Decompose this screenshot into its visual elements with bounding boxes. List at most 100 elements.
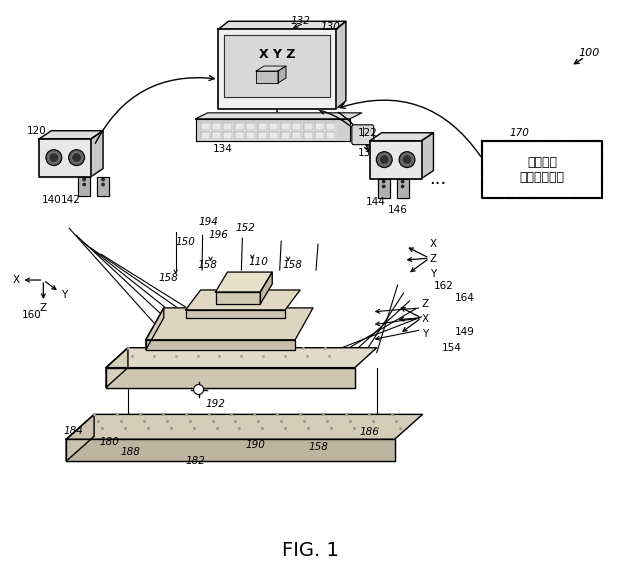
Circle shape [102, 178, 104, 181]
Text: 164: 164 [454, 293, 474, 303]
Text: Z: Z [430, 254, 437, 264]
Circle shape [401, 185, 404, 188]
Text: 132: 132 [290, 16, 310, 26]
Circle shape [72, 153, 81, 162]
Polygon shape [212, 132, 221, 139]
Text: 188: 188 [121, 447, 141, 457]
Polygon shape [146, 340, 295, 350]
Circle shape [46, 150, 62, 165]
Text: Y: Y [430, 269, 436, 279]
Polygon shape [397, 179, 408, 199]
Polygon shape [370, 141, 422, 179]
FancyBboxPatch shape [352, 125, 374, 145]
Polygon shape [186, 310, 285, 318]
Text: 152: 152 [236, 223, 255, 233]
Polygon shape [303, 132, 312, 139]
Text: 170: 170 [509, 128, 529, 138]
Text: X Y Z: X Y Z [259, 48, 296, 62]
Polygon shape [216, 292, 260, 304]
Text: 120: 120 [26, 126, 46, 136]
Polygon shape [97, 176, 109, 196]
Circle shape [376, 151, 392, 168]
Polygon shape [106, 348, 377, 367]
Polygon shape [370, 132, 433, 141]
Text: 122: 122 [358, 128, 378, 138]
Polygon shape [292, 123, 301, 130]
Text: 136: 136 [358, 147, 378, 158]
Polygon shape [39, 139, 91, 176]
Text: Z: Z [422, 299, 429, 309]
Text: 162: 162 [433, 281, 453, 291]
Circle shape [402, 154, 412, 165]
Polygon shape [66, 414, 94, 461]
Polygon shape [223, 123, 232, 130]
Polygon shape [66, 439, 395, 461]
Polygon shape [269, 123, 278, 130]
Polygon shape [258, 132, 267, 139]
Text: Z: Z [40, 303, 47, 313]
Polygon shape [315, 123, 324, 130]
Polygon shape [39, 131, 103, 139]
Text: 196: 196 [209, 230, 228, 240]
Text: 134: 134 [212, 143, 232, 154]
Text: 154: 154 [442, 343, 461, 353]
Text: 158: 158 [282, 260, 302, 270]
Text: 184: 184 [63, 426, 83, 436]
Text: 158: 158 [159, 273, 179, 283]
Polygon shape [218, 21, 346, 29]
Text: 194: 194 [198, 217, 218, 228]
Polygon shape [422, 132, 433, 179]
Polygon shape [235, 132, 244, 139]
Polygon shape [256, 71, 278, 83]
Text: X: X [422, 314, 429, 324]
Polygon shape [278, 66, 286, 83]
Text: 190: 190 [245, 440, 265, 450]
Circle shape [102, 183, 104, 186]
Polygon shape [78, 176, 90, 196]
Text: 180: 180 [99, 437, 119, 447]
Polygon shape [196, 113, 362, 119]
Polygon shape [200, 132, 209, 139]
Text: 192: 192 [205, 399, 225, 410]
Polygon shape [106, 348, 128, 388]
Text: 149: 149 [454, 327, 474, 337]
Text: 146: 146 [388, 206, 408, 215]
Polygon shape [256, 66, 286, 71]
Polygon shape [378, 179, 390, 199]
Polygon shape [281, 132, 290, 139]
Text: X: X [13, 275, 20, 285]
Polygon shape [146, 308, 313, 340]
Text: 110: 110 [248, 257, 268, 267]
Text: 130: 130 [320, 22, 340, 32]
Polygon shape [91, 131, 103, 176]
Polygon shape [212, 123, 221, 130]
Polygon shape [106, 367, 355, 388]
Circle shape [83, 178, 86, 181]
Polygon shape [146, 308, 164, 350]
Polygon shape [225, 35, 330, 97]
Circle shape [399, 151, 415, 168]
Polygon shape [292, 132, 301, 139]
Text: 100: 100 [578, 48, 600, 58]
Circle shape [382, 185, 385, 188]
Polygon shape [303, 123, 312, 130]
Polygon shape [66, 414, 422, 439]
Text: Y: Y [61, 290, 67, 300]
Polygon shape [246, 123, 255, 130]
Text: Y: Y [422, 329, 429, 339]
Polygon shape [482, 141, 602, 199]
Text: 158: 158 [308, 442, 328, 452]
Text: 144: 144 [366, 198, 386, 207]
Polygon shape [336, 21, 346, 109]
Text: 140: 140 [42, 195, 61, 206]
Text: 142: 142 [61, 195, 81, 206]
Polygon shape [258, 123, 267, 130]
Text: 186: 186 [360, 427, 380, 437]
Polygon shape [216, 272, 272, 292]
Polygon shape [315, 132, 324, 139]
Polygon shape [223, 132, 232, 139]
Polygon shape [326, 132, 335, 139]
Text: 160: 160 [22, 310, 41, 320]
Polygon shape [186, 290, 300, 310]
Polygon shape [218, 29, 336, 109]
